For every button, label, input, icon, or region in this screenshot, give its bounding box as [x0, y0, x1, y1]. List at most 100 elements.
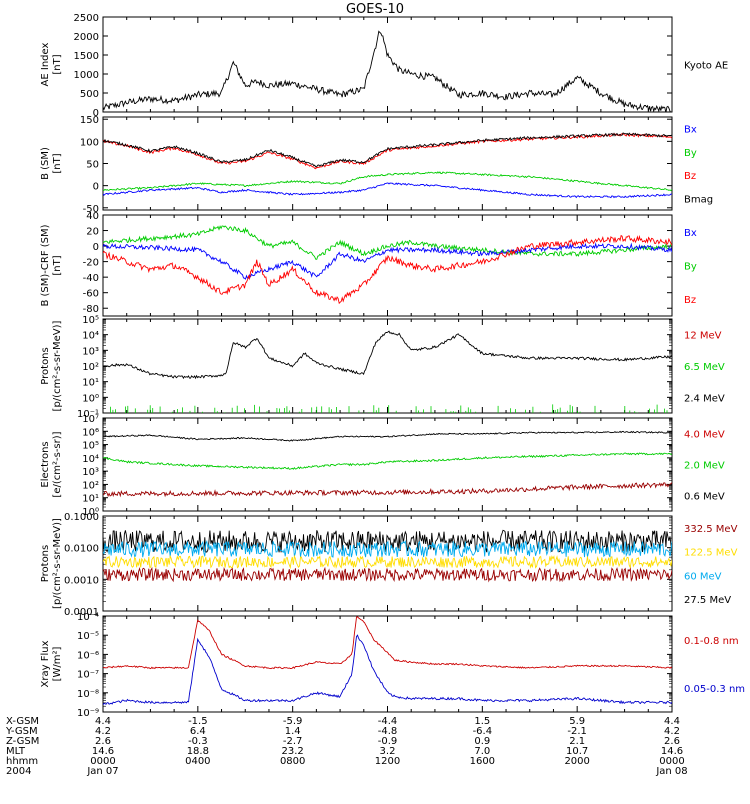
legend-entry: 60 MeV [684, 571, 722, 582]
coord-value: 0800 [280, 756, 305, 767]
y-tick-label: 10⁻⁸ [77, 689, 99, 700]
panel-frame [102, 318, 673, 414]
coord-value: 6.4 [190, 726, 206, 737]
panel-frame [102, 615, 673, 713]
y-tick-label: 20 [86, 227, 99, 238]
series-bmag [103, 132, 672, 168]
y-tick-label: 10¹ [82, 494, 99, 505]
coord-value: 0000 [90, 756, 115, 767]
legend-entry: Bz [684, 171, 696, 182]
y-tick-label: 10⁻⁶ [77, 650, 99, 661]
legend-entry: 2.0 MeV [684, 461, 725, 472]
legend-entry: Bx [684, 125, 697, 136]
y-tick-label: 1000 [74, 70, 99, 81]
y-tick-label: 1500 [74, 51, 99, 62]
panel-ae: 2500 2000 1500 1000 500 0 AE Index [nT] Kyoto AE [40, 13, 728, 119]
y-axis-label: AE Index [40, 42, 51, 86]
panel-frame [102, 214, 673, 317]
y-axis-label: Protons [40, 545, 51, 582]
y-tick-label: 10⁶ [82, 427, 99, 438]
coord-value: 3.2 [380, 746, 396, 757]
coord-row-label: 2004 [6, 766, 31, 777]
coord-value: 5.9 [569, 716, 585, 727]
panel-xray: 10⁻⁴ 10⁻⁵ 10⁻⁶ 10⁻⁷ 10⁻⁸ 10⁻⁹ Xray Flux [W/m²] 0… [40, 612, 745, 719]
series-bz [103, 234, 672, 305]
y-tick-label: 0 [93, 108, 99, 119]
coord-value: 1.5 [474, 716, 490, 727]
coord-row-label: hhmm [6, 756, 38, 767]
y-tick-label: -20 [83, 258, 99, 269]
y-axis-unit: [p/(cm²-s-sr-MeV)] [52, 320, 63, 411]
coord-value: 1.4 [285, 726, 301, 737]
coord-value: 18.8 [187, 746, 209, 757]
series-2-4-mev [103, 330, 672, 380]
y-tick-label: 10¹ [82, 378, 99, 389]
y-tick-label: 10⁰ [82, 507, 99, 518]
series-by [103, 171, 672, 192]
y-axis-label: Protons [40, 347, 51, 384]
y-tick-label: 10⁰ [82, 393, 99, 404]
panel-bsmcrf: 40 20 0 -20 -40 -60 -80 B (SM)-CRF (SM) [nT] Bx By… [40, 211, 697, 317]
y-tick-label: 10³ [82, 346, 99, 357]
panel-protons-high: 0.1000 0.0100 0.0010 0.0001 Protons [p/(cm²-s… [40, 512, 738, 618]
y-tick-label: 0.0001 [64, 607, 99, 618]
y-axis-unit: [nT] [52, 54, 63, 74]
series-0-6-mev [103, 430, 672, 442]
coord-value: -5.9 [283, 716, 303, 727]
legend-entry: 122.5 MeV [684, 548, 738, 559]
y-tick-label: 10⁻⁹ [77, 708, 99, 719]
y-axis-unit: [nT] [52, 255, 63, 275]
coord-value: 4.4 [664, 716, 680, 727]
legend-entry: 4.0 MeV [684, 430, 725, 441]
y-tick-label: 40 [86, 211, 99, 222]
y-axis-unit: [p/(cm²-s-sr-MeV)] [52, 518, 63, 609]
panel-frame [102, 116, 673, 211]
panel-frame [102, 16, 673, 113]
y-tick-label: 10⁷ [82, 414, 99, 425]
legend-entry: By [684, 262, 697, 273]
series-group [103, 430, 672, 498]
legend-entry: 27.5 MeV [684, 595, 731, 606]
legend-entry: By [684, 148, 697, 159]
coord-value: -1.5 [188, 716, 208, 727]
coord-value: 1600 [470, 756, 495, 767]
y-tick-label: 10² [82, 480, 99, 491]
legend-entry: Kyoto AE [684, 61, 728, 72]
y-tick-label: -40 [83, 273, 99, 284]
panel-electrons: 10⁷ 10⁶ 10⁵ 10⁴ 10³ 10² 10¹ 10⁰ Electrons [e/(cm²… [40, 414, 725, 518]
series-60-mev [103, 539, 672, 558]
coord-value: 1200 [375, 756, 400, 767]
series-bx [103, 182, 672, 199]
series-by [103, 225, 672, 260]
series-4-0-mev [103, 482, 672, 498]
series-kyoto-ae [103, 30, 672, 112]
y-axis-unit: [W/m²] [52, 646, 63, 681]
y-tick-label: -50 [83, 204, 99, 215]
y-tick-label: 10³ [82, 467, 99, 478]
coord-value: 14.6 [92, 746, 114, 757]
y-axis-label: B (SM)-CRF (SM) [40, 224, 51, 306]
coord-value: 2000 [564, 756, 589, 767]
series-group [103, 30, 672, 112]
y-tick-label: 2500 [74, 13, 99, 24]
legend-entry: Bz [684, 295, 696, 306]
coord-row-label: Z-GSM [6, 736, 39, 747]
coord-value: -6.4 [473, 726, 493, 737]
series-2-0-mev [103, 452, 672, 470]
y-tick-label: 0.0100 [64, 544, 99, 555]
y-tick-label: 0.1000 [64, 512, 99, 523]
y-tick-label: 10⁵ [82, 315, 99, 326]
coord-value: -2.7 [283, 736, 303, 747]
coord-value: -2.1 [567, 726, 587, 737]
y-tick-label: 10⁻⁵ [77, 631, 99, 642]
series-group [103, 225, 672, 305]
series-6-5-mev [110, 404, 668, 413]
end-date-label: Jan 08 [655, 766, 687, 777]
series-group [103, 330, 672, 413]
coord-value: -0.9 [378, 736, 398, 747]
y-axis-label: Electrons [40, 441, 51, 487]
coord-value: 10.7 [566, 746, 588, 757]
y-axis-unit: [e/(cm²-s-sr)] [52, 431, 63, 497]
